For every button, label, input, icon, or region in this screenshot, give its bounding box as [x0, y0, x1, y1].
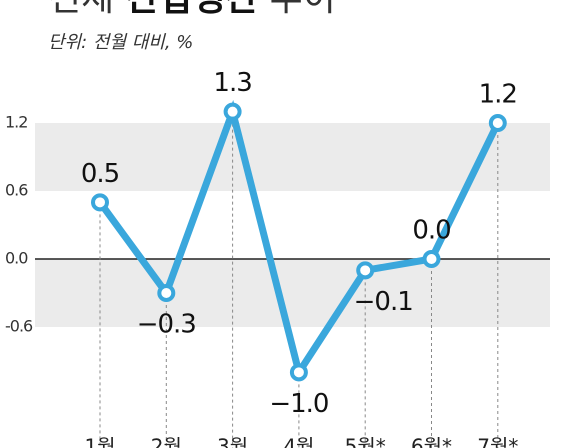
y-tick-label: 1.2 [5, 113, 27, 132]
y-tick-label: 0.6 [5, 181, 28, 200]
x-tick-label: 7월* [477, 435, 518, 448]
point [91, 193, 109, 212]
data-label: 1.2 [479, 80, 517, 110]
subtitle: 단위: 전월 대비, % [48, 32, 193, 53]
point [356, 261, 375, 280]
data-label: −1.0 [269, 389, 328, 419]
title-highlight: 산업생산 [126, 0, 258, 19]
data-label: 0.5 [81, 159, 119, 189]
x-tick-label: 5월* [345, 435, 386, 448]
point [488, 114, 507, 132]
x-tick-label: 3월 [217, 435, 248, 448]
title-part: 전체 [48, 0, 114, 19]
x-tick-label: 4월 [283, 435, 314, 448]
grid-band [35, 123, 550, 191]
point [422, 250, 441, 268]
data-label: 0.0 [412, 216, 450, 246]
y-tick-label: 0.0 [5, 249, 28, 268]
data-label: 1.3 [213, 68, 251, 98]
x-tick-label: 1월 [84, 435, 115, 448]
data-label: −0.3 [137, 310, 196, 340]
y-tick-label: -0.6 [5, 317, 33, 336]
point [223, 102, 242, 121]
chart-title: 전체 산업생산 추이 [48, 0, 336, 19]
point [157, 284, 176, 302]
data-label: −0.1 [354, 287, 413, 317]
x-tick-label: 2월 [151, 435, 182, 448]
grid-band [35, 259, 550, 327]
x-tick-label: 6월* [411, 435, 452, 448]
point [289, 363, 308, 382]
title-part: 추이 [270, 0, 336, 19]
